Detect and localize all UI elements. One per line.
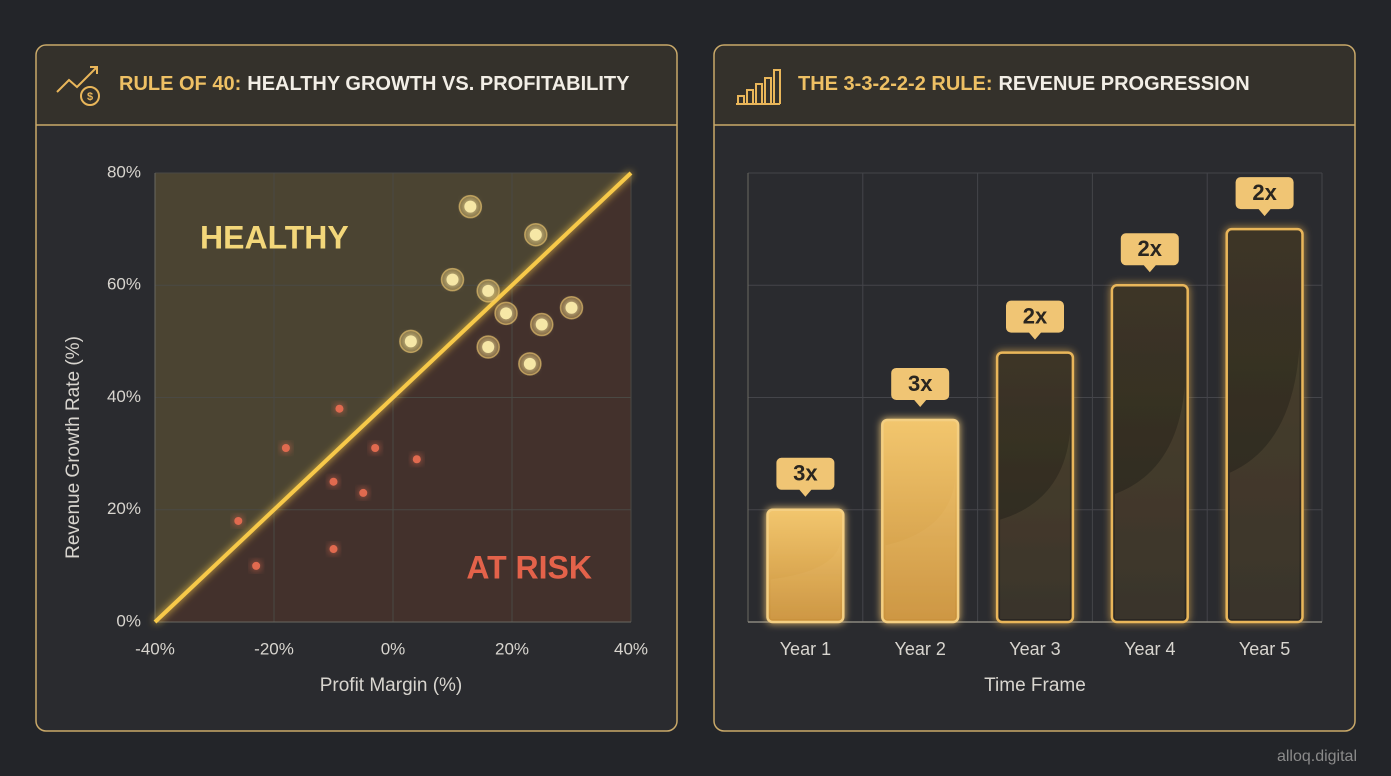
callout-label: 3x xyxy=(908,371,933,396)
point xyxy=(404,335,417,348)
icon-growth: $ xyxy=(56,66,100,106)
x-tick-label: Year 4 xyxy=(1124,639,1175,659)
x-tick-label: Year 3 xyxy=(1009,639,1060,659)
callout xyxy=(891,367,950,407)
y-tick-label: 0% xyxy=(116,611,141,630)
point xyxy=(335,404,344,413)
title-main: REVENUE PROGRESSION xyxy=(998,73,1249,95)
point xyxy=(281,444,290,453)
title-main: HEALTHY GROWTH VS. PROFITABILITY xyxy=(247,73,630,95)
point xyxy=(329,477,338,486)
point xyxy=(359,488,368,497)
point xyxy=(482,340,495,353)
title-prefix: THE 3-3-2-2-2 RULE: xyxy=(798,73,992,95)
bar-sheen xyxy=(1229,346,1300,619)
title-prefix: RULE OF 40: xyxy=(119,73,241,95)
bar-sheen xyxy=(1114,386,1185,619)
y-tick-label: 40% xyxy=(107,387,141,406)
x-tick-label: 20% xyxy=(495,639,529,658)
x-tick-label: 0% xyxy=(381,639,406,658)
zone-label: AT RISK xyxy=(466,549,592,585)
x-tick-label: 40% xyxy=(614,639,648,658)
bar xyxy=(881,418,960,624)
y-tick-label: 80% xyxy=(107,162,141,181)
point xyxy=(446,273,459,286)
bar xyxy=(1225,227,1304,624)
callout xyxy=(1006,300,1064,340)
point xyxy=(523,357,536,370)
point xyxy=(412,455,421,464)
x-axis-label: Profit Margin (%) xyxy=(320,675,463,696)
x-tick-label: -20% xyxy=(254,639,294,658)
bar xyxy=(995,351,1075,624)
panel-header xyxy=(37,45,676,125)
y-axis-label: Revenue Growth Rate (%) xyxy=(63,336,84,559)
x-tick-label: Year 1 xyxy=(780,639,831,659)
y-tick-label: 20% xyxy=(107,499,141,518)
panel-title: RULE OF 40: HEALTHY GROWTH VS. PROFITABIL… xyxy=(119,73,630,95)
callout xyxy=(1235,177,1294,217)
point xyxy=(234,516,243,525)
callout-label: 2x xyxy=(1138,236,1163,261)
callout-label: 2x xyxy=(1023,303,1048,328)
point xyxy=(252,561,261,570)
x-tick-label: Year 2 xyxy=(895,639,946,659)
callout-label: 3x xyxy=(793,461,818,486)
point xyxy=(371,444,380,453)
x-axis-label: Time Frame xyxy=(984,675,1086,696)
callout-label: 2x xyxy=(1252,180,1277,205)
svg-text:$: $ xyxy=(87,91,93,103)
point xyxy=(482,284,495,297)
bar-sheen xyxy=(885,480,956,619)
point xyxy=(329,545,338,554)
point xyxy=(529,228,542,241)
zone-label: HEALTHY xyxy=(200,219,349,255)
bar xyxy=(1110,284,1189,624)
bar-sheen xyxy=(770,543,841,619)
panel-title: THE 3-3-2-2-2 RULE: REVENUE PROGRESSION xyxy=(798,73,1250,95)
callout xyxy=(776,457,835,497)
icon-bars xyxy=(736,69,781,105)
x-tick-label: -40% xyxy=(135,639,175,658)
bar-sheen xyxy=(1000,433,1070,619)
point xyxy=(500,307,513,320)
panel-header xyxy=(715,45,1354,125)
x-tick-label: Year 5 xyxy=(1239,639,1290,659)
watermark: alloq.digital xyxy=(1277,748,1357,765)
point xyxy=(464,200,477,213)
bar xyxy=(766,508,845,624)
point xyxy=(535,318,548,331)
y-tick-label: 60% xyxy=(107,275,141,294)
reference-line xyxy=(153,171,633,624)
callout xyxy=(1120,233,1179,273)
point xyxy=(565,301,578,314)
